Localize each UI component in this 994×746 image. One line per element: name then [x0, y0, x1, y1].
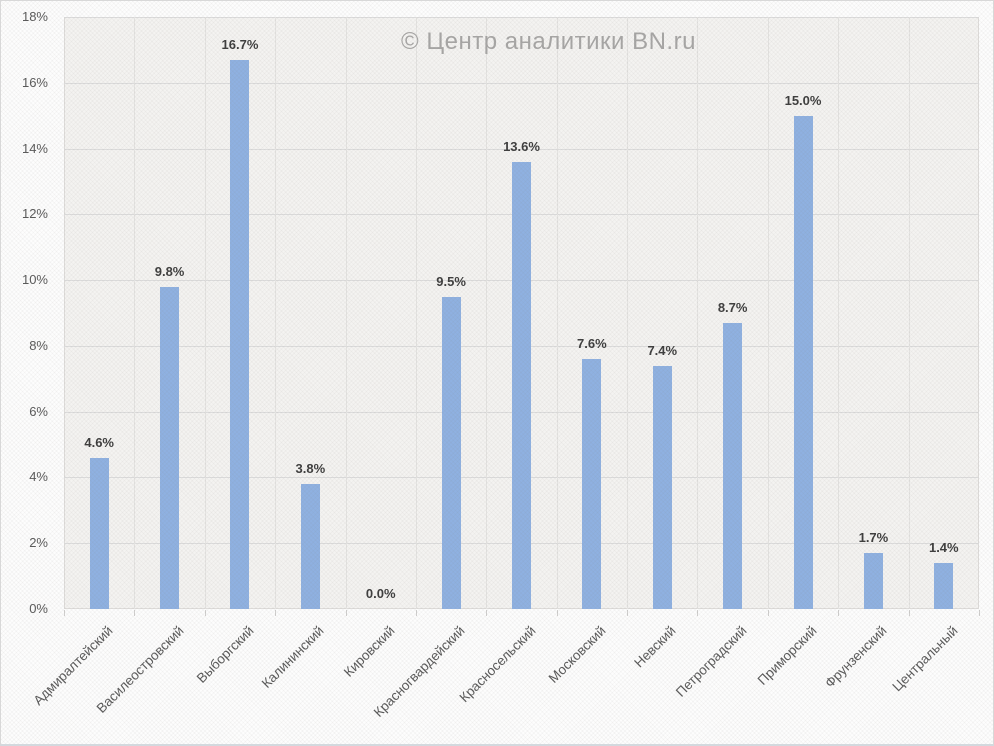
x-axis-tick	[415, 610, 417, 616]
gridline-vertical	[838, 17, 840, 609]
bar-value-label: 1.4%	[928, 539, 959, 555]
bar	[934, 562, 954, 609]
x-axis-category-label: Приморский	[754, 623, 820, 688]
bar	[230, 59, 250, 609]
bar-value-label: 1.7%	[858, 530, 889, 546]
x-axis-category-label: Адмиралтейский	[30, 623, 116, 709]
y-axis-tick-label: 10%	[21, 272, 48, 288]
y-axis-tick-label: 14%	[21, 140, 48, 156]
bar	[652, 365, 672, 609]
watermark-text: © Центр аналитики BN.ru	[401, 28, 696, 55]
gridline-vertical	[486, 17, 488, 609]
y-axis-tick-label: 18%	[21, 9, 48, 24]
bar-value-label: 16.7%	[221, 36, 259, 52]
gridline-vertical	[134, 17, 136, 609]
gridline-vertical	[767, 17, 769, 609]
y-axis-tick-label: 12%	[21, 206, 48, 222]
gridline-vertical	[415, 17, 417, 609]
bar-value-label: 4.6%	[84, 434, 114, 450]
y-axis-tick-label: 6%	[29, 403, 48, 419]
x-axis-category-label: Василеостровский	[93, 623, 187, 716]
x-axis-category-label: Фрунзенский	[822, 623, 891, 691]
x-axis-category-label: Невский	[631, 623, 679, 671]
bar	[89, 457, 109, 609]
x-axis-category-label: Калининский	[259, 623, 327, 691]
bar	[441, 296, 461, 609]
x-axis-tick	[345, 610, 347, 616]
bar	[863, 553, 883, 609]
x-axis-tick	[627, 610, 629, 616]
y-axis-tick-label: 0%	[29, 601, 48, 616]
y-axis-tick-label: 4%	[29, 469, 48, 485]
bar-value-label: 7.6%	[577, 336, 607, 352]
y-axis-tick-label: 2%	[29, 535, 48, 551]
gridline-horizontal	[64, 82, 979, 84]
gridline-horizontal	[64, 148, 979, 150]
gridline-vertical	[275, 17, 277, 609]
y-axis-tick-label: 16%	[21, 74, 48, 90]
bar-value-label: 0.0%	[365, 586, 396, 601]
x-axis-tick	[64, 610, 65, 616]
bar-value-label: 7.4%	[647, 342, 678, 358]
x-axis-tick	[979, 610, 980, 616]
x-axis-tick	[908, 610, 910, 616]
bar-value-label: 15.0%	[784, 92, 822, 108]
bar	[582, 359, 602, 609]
x-axis-category-label: Кировский	[340, 623, 398, 680]
gridline-vertical	[556, 17, 558, 609]
x-axis-category-label: Красногвардейский	[370, 623, 468, 720]
x-axis-tick	[204, 610, 206, 616]
gridline-vertical	[908, 17, 910, 609]
bar	[512, 161, 531, 609]
x-axis-category-label: Центральный	[889, 623, 961, 695]
bar-value-label: 8.7%	[717, 299, 748, 315]
x-axis-category-label: Петроградский	[672, 623, 750, 700]
x-axis-tick	[486, 610, 488, 616]
x-axis-category-label: Московский	[545, 623, 609, 686]
y-axis-tick-label: 8%	[29, 337, 48, 353]
bar	[300, 484, 320, 609]
bar-value-label: 3.8%	[295, 461, 326, 477]
gridline-vertical	[697, 17, 699, 609]
bar	[793, 115, 813, 609]
bar	[160, 286, 180, 609]
bar	[723, 322, 743, 609]
gridline-vertical	[627, 17, 629, 609]
x-axis-tick	[134, 610, 136, 616]
bar-value-label: 9.8%	[154, 263, 185, 279]
x-axis-tick	[275, 610, 277, 616]
gridline-vertical	[204, 17, 206, 609]
gridline-horizontal	[64, 17, 979, 18]
x-axis-category-label: Выборгский	[193, 623, 257, 686]
gridline-vertical	[345, 17, 347, 609]
x-axis-tick	[767, 610, 769, 616]
x-axis-tick	[697, 610, 699, 616]
x-axis-tick	[838, 610, 840, 616]
bar-value-label: 13.6%	[503, 138, 540, 154]
x-axis-category-label: Красносельский	[456, 623, 539, 706]
x-axis-tick	[556, 610, 558, 616]
bar-value-label: 9.5%	[436, 273, 466, 289]
